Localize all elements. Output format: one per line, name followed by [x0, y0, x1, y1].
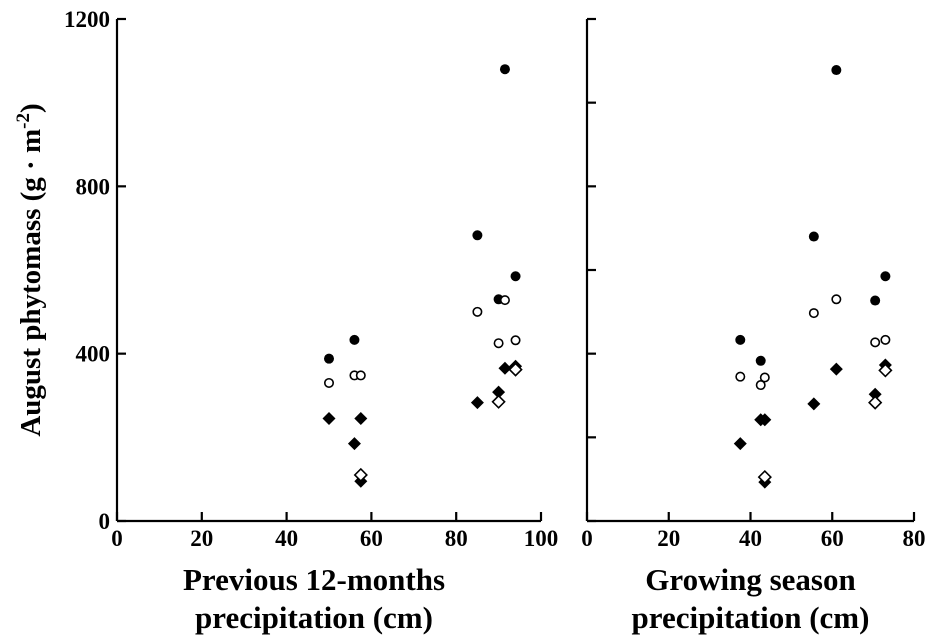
- filled-diamond-point: [492, 385, 506, 399]
- filled-diamond-point: [868, 387, 882, 401]
- filled-diamond-point: [758, 413, 772, 427]
- filled-circle-point: [472, 230, 483, 241]
- filled-circle-point: [870, 295, 881, 306]
- left-panel: 0 400 800 1200 0 20 40 60 80 100 Previous 12-month…: [64, 7, 558, 635]
- open-circle-point: [493, 338, 504, 349]
- y-axis-title: August phytomass (g · m-2): [13, 103, 47, 436]
- x-tick-label: 40: [275, 526, 298, 551]
- open-circle-point: [499, 295, 510, 306]
- open-diamond-point: [353, 467, 368, 483]
- x-axis-title: Previous 12-months: [183, 562, 445, 597]
- x-tick-label: 0: [111, 526, 123, 551]
- filled-circle-point: [755, 355, 766, 366]
- x-tick-label: 100: [524, 526, 559, 551]
- x-tick-label: 20: [657, 526, 680, 551]
- open-circle-point: [755, 380, 766, 391]
- filled-diamond-point: [733, 437, 747, 451]
- filled-diamond-point: [498, 361, 512, 375]
- open-diamond-point: [491, 394, 506, 409]
- filled-diamond-point: [354, 412, 368, 426]
- open-diamond-point: [508, 362, 523, 377]
- open-circle-point: [735, 371, 746, 382]
- filled-circle-point: [831, 65, 842, 76]
- filled-circle-point: [499, 64, 510, 75]
- x-tick-label: 40: [739, 526, 762, 551]
- open-circle-point: [323, 377, 334, 388]
- filled-diamond-point: [322, 412, 336, 426]
- open-circle-point: [510, 335, 521, 346]
- open-diamond-point: [757, 469, 772, 485]
- x-axis-title: precipitation (cm): [632, 600, 870, 635]
- x-tick-label: 80: [903, 526, 926, 551]
- open-circle-point: [808, 308, 819, 319]
- open-diamond-point: [868, 395, 883, 410]
- filled-circle-point: [349, 334, 360, 345]
- x-tick-label: 60: [821, 526, 844, 551]
- filled-circle-point: [324, 353, 334, 364]
- filled-circle-point: [880, 271, 891, 282]
- filled-diamond-point: [829, 362, 843, 376]
- y-axis-title-text: August phytomass (g · m-2): [13, 103, 47, 436]
- y-tick-label: 400: [76, 342, 111, 367]
- open-circle-point: [831, 294, 842, 305]
- y-tick-label: 800: [76, 174, 111, 199]
- x-tick-label: 0: [581, 526, 593, 551]
- y-tick-label: 1200: [64, 7, 110, 32]
- open-circle-point: [472, 306, 483, 317]
- filled-diamond-point: [807, 397, 821, 411]
- open-circle-point: [880, 334, 891, 345]
- x-tick-label: 20: [190, 526, 213, 551]
- filled-diamond-point: [470, 396, 484, 410]
- y-tick-label: 0: [99, 509, 111, 534]
- open-circle-point: [759, 372, 770, 383]
- filled-circle-point: [510, 271, 521, 282]
- x-tick-label: 60: [360, 526, 383, 551]
- filled-circle-point: [735, 334, 746, 345]
- open-diamond-point: [878, 363, 893, 378]
- open-circle-point: [355, 370, 366, 381]
- filled-diamond-point: [347, 437, 361, 451]
- open-circle-point: [870, 337, 881, 348]
- x-tick-label: 80: [445, 526, 468, 551]
- x-axis-title: precipitation (cm): [195, 600, 433, 635]
- x-axis-title: Growing season: [645, 562, 855, 597]
- filled-circle-point: [808, 231, 819, 242]
